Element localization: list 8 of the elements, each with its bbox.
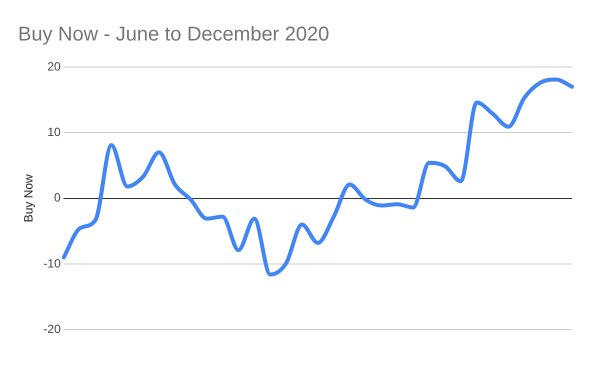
chart-title: Buy Now - June to December 2020 <box>18 24 330 46</box>
y-tick-label: 10 <box>47 124 62 139</box>
line-series <box>62 77 574 276</box>
y-tick-label: -20 <box>43 322 62 336</box>
y-axis-title: Buy Now <box>22 174 36 222</box>
y-tick-label: -10 <box>43 256 62 270</box>
y-tick-label: 20 <box>47 59 62 74</box>
y-tick-label: 0 <box>54 190 62 205</box>
